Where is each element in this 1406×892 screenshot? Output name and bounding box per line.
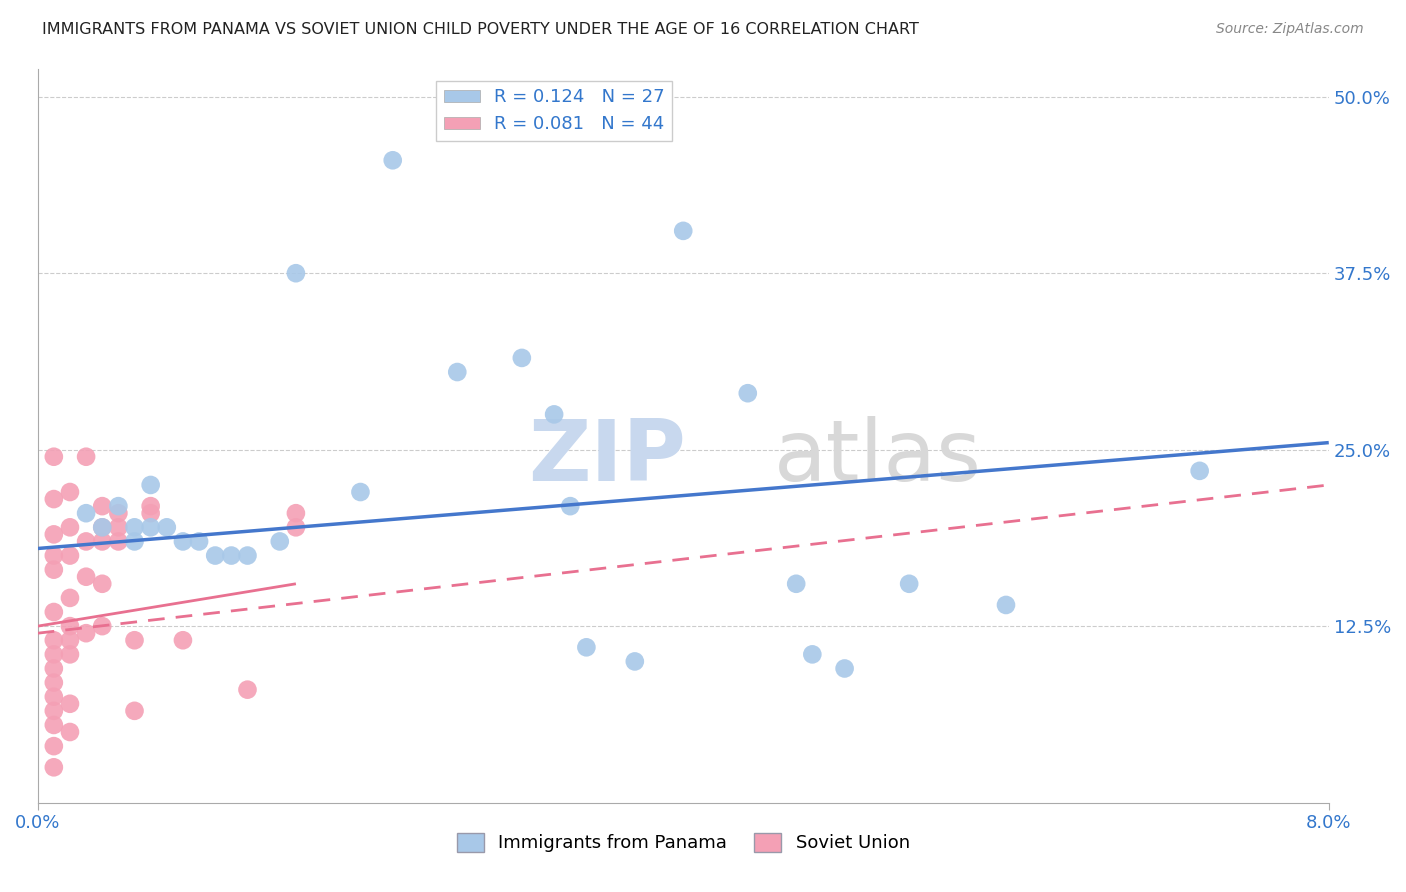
Point	[284, 520, 307, 534]
Point	[139, 520, 162, 534]
Point	[75, 570, 97, 584]
Point	[124, 704, 146, 718]
Point	[269, 534, 291, 549]
Point	[107, 534, 129, 549]
Point	[42, 527, 65, 541]
Point	[59, 549, 82, 563]
Point	[59, 725, 82, 739]
Point	[221, 549, 243, 563]
Text: IMMIGRANTS FROM PANAMA VS SOVIET UNION CHILD POVERTY UNDER THE AGE OF 16 CORRELA: IMMIGRANTS FROM PANAMA VS SOVIET UNION C…	[42, 22, 920, 37]
Point	[236, 682, 259, 697]
Point	[42, 739, 65, 753]
Point	[42, 549, 65, 563]
Point	[59, 520, 82, 534]
Point	[139, 478, 162, 492]
Point	[91, 520, 114, 534]
Point	[42, 450, 65, 464]
Point	[995, 598, 1018, 612]
Point	[510, 351, 533, 365]
Point	[124, 520, 146, 534]
Point	[284, 266, 307, 280]
Point	[801, 648, 824, 662]
Point	[284, 506, 307, 520]
Legend: R = 0.124   N = 27, R = 0.081   N = 44: R = 0.124 N = 27, R = 0.081 N = 44	[436, 81, 672, 141]
Point	[59, 697, 82, 711]
Point	[124, 633, 146, 648]
Point	[124, 534, 146, 549]
Point	[42, 675, 65, 690]
Point	[91, 520, 114, 534]
Point	[156, 520, 179, 534]
Point	[204, 549, 226, 563]
Point	[139, 506, 162, 520]
Point	[75, 506, 97, 520]
Point	[834, 661, 856, 675]
Point	[446, 365, 468, 379]
Text: ZIP: ZIP	[529, 416, 686, 500]
Point	[42, 633, 65, 648]
Point	[59, 648, 82, 662]
Point	[42, 492, 65, 507]
Point	[624, 655, 647, 669]
Point	[59, 591, 82, 605]
Point	[107, 499, 129, 513]
Point	[42, 661, 65, 675]
Point	[785, 576, 807, 591]
Point	[59, 633, 82, 648]
Point	[75, 626, 97, 640]
Point	[737, 386, 759, 401]
Point	[59, 619, 82, 633]
Point	[188, 534, 211, 549]
Point	[236, 549, 259, 563]
Point	[898, 576, 921, 591]
Point	[75, 450, 97, 464]
Point	[59, 485, 82, 500]
Point	[560, 499, 582, 513]
Point	[42, 718, 65, 732]
Text: Source: ZipAtlas.com: Source: ZipAtlas.com	[1216, 22, 1364, 37]
Point	[42, 760, 65, 774]
Point	[42, 704, 65, 718]
Point	[42, 605, 65, 619]
Point	[42, 648, 65, 662]
Point	[91, 499, 114, 513]
Point	[381, 153, 404, 168]
Point	[107, 506, 129, 520]
Point	[543, 408, 565, 422]
Point	[139, 499, 162, 513]
Point	[75, 534, 97, 549]
Point	[349, 485, 371, 500]
Point	[107, 520, 129, 534]
Point	[575, 640, 598, 655]
Point	[91, 534, 114, 549]
Point	[91, 576, 114, 591]
Point	[1188, 464, 1211, 478]
Point	[172, 633, 194, 648]
Point	[672, 224, 695, 238]
Point	[42, 690, 65, 704]
Point	[42, 563, 65, 577]
Text: atlas: atlas	[773, 416, 981, 500]
Point	[172, 534, 194, 549]
Point	[91, 619, 114, 633]
